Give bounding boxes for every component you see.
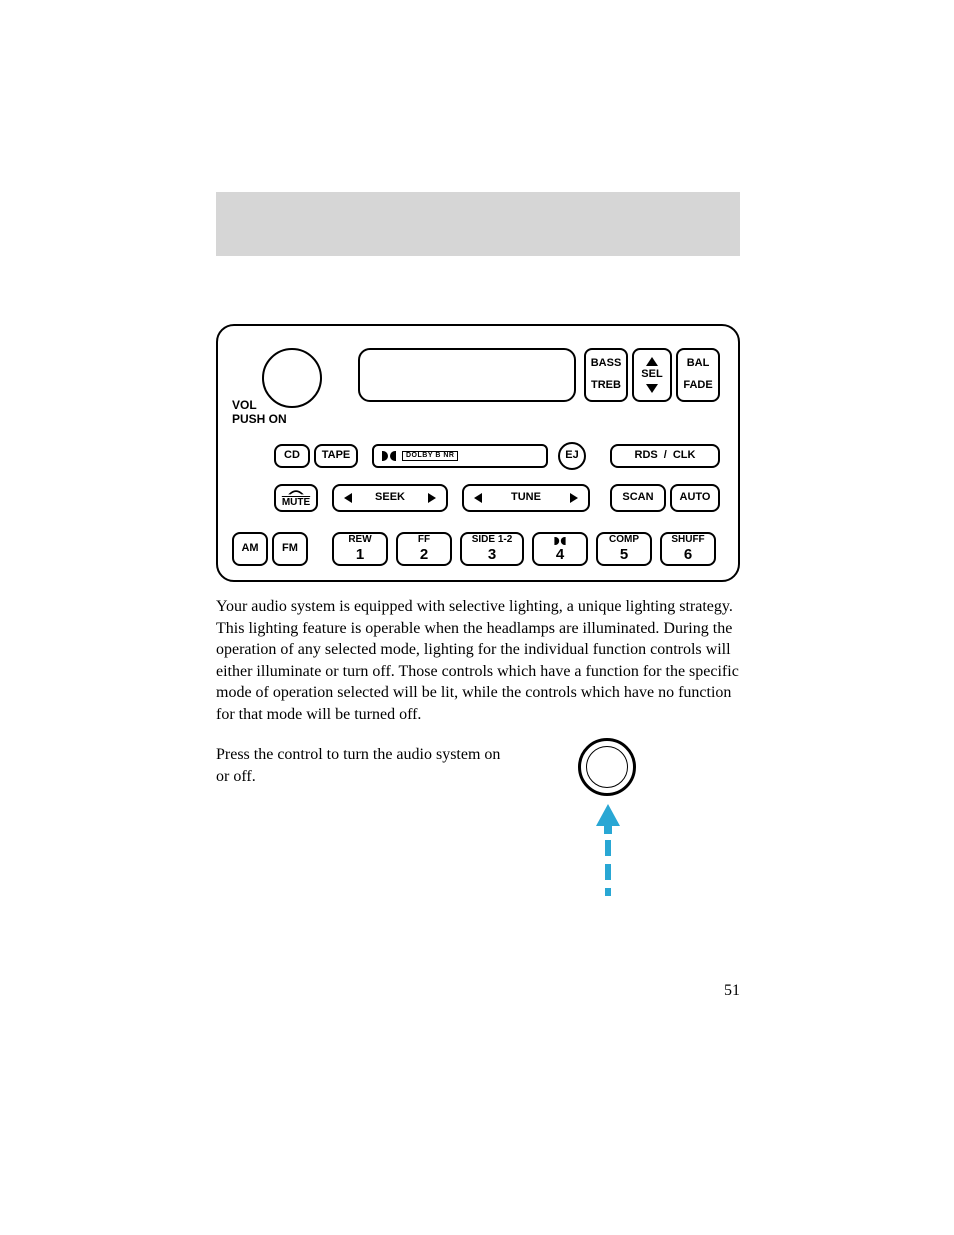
triangle-up-icon (646, 357, 658, 366)
scan-button: SCAN (610, 484, 666, 512)
mute-button: MUTE (274, 484, 318, 512)
preset-2-button: FF 2 (396, 532, 452, 566)
body-paragraph-2: Press the control to turn the audio syst… (216, 744, 516, 787)
cd-label: CD (284, 450, 300, 462)
rds-label: RDS (635, 450, 658, 462)
sel-label: SEL (641, 369, 662, 381)
preset-1-num: 1 (356, 547, 364, 563)
volume-label-line1: VOL (232, 398, 287, 412)
phone-icon (287, 487, 305, 497)
scan-label: SCAN (622, 492, 653, 504)
triangle-down-icon (646, 384, 658, 393)
preset-3-num: 3 (488, 547, 496, 563)
preset-6-top: SHUFF (671, 535, 704, 546)
tune-button: TUNE (462, 484, 590, 512)
preset-1-button: REW 1 (332, 532, 388, 566)
dolby-icon (554, 537, 565, 545)
bass-treb-button: BASS TREB (584, 348, 628, 402)
triangle-left-icon (474, 493, 482, 503)
bal-fade-button: BAL FADE (676, 348, 720, 402)
dolby-label: DOLBY B NR (402, 451, 458, 460)
bal-label: BAL (687, 358, 710, 370)
mute-label: MUTE (282, 498, 310, 509)
preset-3-top: SIDE 1-2 (472, 535, 513, 546)
preset-2-num: 2 (420, 547, 428, 563)
triangle-right-icon (428, 493, 436, 503)
dolby-icon (382, 451, 396, 461)
auto-label: AUTO (680, 492, 711, 504)
slash-label: / (664, 450, 667, 462)
preset-5-num: 5 (620, 547, 628, 563)
preset-4-num: 4 (556, 547, 564, 563)
am-button: AM (232, 532, 268, 566)
eject-button: EJ (558, 442, 586, 470)
volume-label: VOL PUSH ON (232, 398, 287, 427)
auto-button: AUTO (670, 484, 720, 512)
preset-2-top: FF (418, 535, 430, 546)
tape-label: TAPE (322, 450, 351, 462)
preset-5-button: COMP 5 (596, 532, 652, 566)
body-paragraph-1: Your audio system is equipped with selec… (216, 596, 740, 726)
radio-display (358, 348, 576, 402)
preset-1-top: REW (348, 535, 371, 546)
seek-label: SEEK (375, 492, 405, 504)
sel-button: SEL (632, 348, 672, 402)
fade-label: FADE (683, 380, 712, 392)
volume-label-line2: PUSH ON (232, 412, 287, 426)
am-label: AM (241, 543, 258, 555)
preset-3-button: SIDE 1-2 3 (460, 532, 524, 566)
preset-5-top: COMP (609, 535, 639, 546)
eject-label: EJ (565, 450, 578, 462)
header-bar (216, 192, 740, 256)
radio-faceplate: VOL PUSH ON BASS TREB SEL BAL FADE (216, 324, 740, 582)
treb-label: TREB (591, 380, 621, 392)
clk-label: CLK (673, 450, 696, 462)
volume-knob-illustration (578, 738, 636, 796)
fm-label: FM (282, 543, 298, 555)
rds-clk-button: RDS / CLK (610, 444, 720, 468)
tape-button: TAPE (314, 444, 358, 468)
preset-6-num: 6 (684, 547, 692, 563)
seek-button: SEEK (332, 484, 448, 512)
cd-button: CD (274, 444, 310, 468)
fm-button: FM (272, 532, 308, 566)
page-number: 51 (724, 982, 740, 1000)
arrow-up-illustration (596, 804, 620, 896)
preset-4-button: 4 (532, 532, 588, 566)
triangle-left-icon (344, 493, 352, 503)
cassette-slot: DOLBY B NR (372, 444, 548, 468)
preset-6-button: SHUFF 6 (660, 532, 716, 566)
tune-label: TUNE (511, 492, 541, 504)
triangle-right-icon (570, 493, 578, 503)
bass-label: BASS (591, 358, 622, 370)
